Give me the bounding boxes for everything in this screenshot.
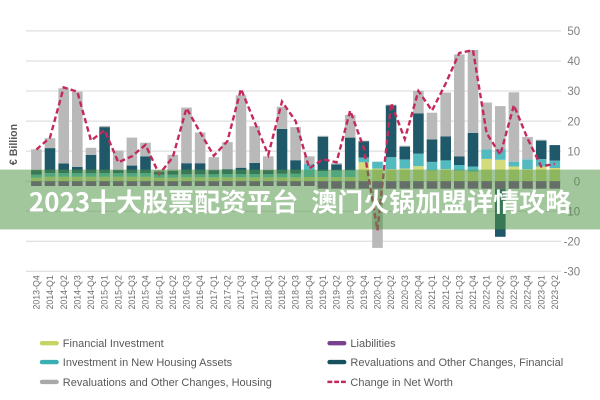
svg-text:2015-Q2: 2015-Q2 xyxy=(113,275,123,309)
svg-text:2016-Q3: 2016-Q3 xyxy=(182,275,192,309)
svg-text:2015-Q4: 2015-Q4 xyxy=(141,275,151,309)
svg-text:2019-Q3: 2019-Q3 xyxy=(345,275,355,309)
svg-text:2020-Q2: 2020-Q2 xyxy=(386,275,396,309)
svg-text:2022-Q2: 2022-Q2 xyxy=(495,275,505,309)
svg-text:2017-Q2: 2017-Q2 xyxy=(223,275,233,309)
svg-text:2022-Q3: 2022-Q3 xyxy=(509,275,519,309)
svg-text:2015-Q3: 2015-Q3 xyxy=(127,275,137,309)
svg-text:2020-Q1: 2020-Q1 xyxy=(373,275,383,309)
svg-text:2014-Q4: 2014-Q4 xyxy=(86,275,96,309)
svg-text:2014-Q2: 2014-Q2 xyxy=(59,275,69,309)
svg-text:2019-Q2: 2019-Q2 xyxy=(332,275,342,309)
svg-text:2020-Q4: 2020-Q4 xyxy=(414,275,424,309)
svg-text:2014-Q3: 2014-Q3 xyxy=(72,275,82,309)
svg-text:2016-Q2: 2016-Q2 xyxy=(168,275,178,309)
svg-text:20: 20 xyxy=(567,116,580,128)
svg-text:2022-Q4: 2022-Q4 xyxy=(523,275,533,309)
svg-text:2023-Q1: 2023-Q1 xyxy=(536,275,546,309)
svg-text:2020-Q3: 2020-Q3 xyxy=(400,275,410,309)
svg-text:-20: -20 xyxy=(564,237,581,249)
svg-text:10: 10 xyxy=(567,146,580,158)
svg-text:2019-Q1: 2019-Q1 xyxy=(318,275,328,309)
svg-text:Change in Net Worth: Change in Net Worth xyxy=(350,377,453,389)
svg-text:2018-Q1: 2018-Q1 xyxy=(263,275,273,309)
svg-text:2022-Q1: 2022-Q1 xyxy=(482,275,492,309)
svg-text:2018-Q2: 2018-Q2 xyxy=(277,275,287,309)
svg-text:Investment in New Housing Asse: Investment in New Housing Assets xyxy=(63,357,233,369)
svg-text:2018-Q3: 2018-Q3 xyxy=(291,275,301,309)
svg-text:40: 40 xyxy=(567,56,580,68)
svg-text:2016-Q1: 2016-Q1 xyxy=(154,275,164,309)
svg-text:2014-Q1: 2014-Q1 xyxy=(45,275,55,309)
svg-text:-30: -30 xyxy=(564,267,581,279)
svg-text:Revaluations and Other Changes: Revaluations and Other Changes, Housing xyxy=(63,377,272,389)
svg-text:2023-Q2: 2023-Q2 xyxy=(550,275,560,309)
svg-text:50: 50 xyxy=(567,26,580,38)
svg-text:Liabilities: Liabilities xyxy=(350,338,396,350)
svg-text:2018-Q4: 2018-Q4 xyxy=(304,275,314,309)
svg-text:2017-Q4: 2017-Q4 xyxy=(250,275,260,309)
svg-text:2021-Q2: 2021-Q2 xyxy=(441,275,451,309)
svg-text:2019-Q4: 2019-Q4 xyxy=(359,275,369,309)
svg-text:2017-Q3: 2017-Q3 xyxy=(236,275,246,309)
svg-text:€ Billion: € Billion xyxy=(8,124,20,165)
svg-text:Financial Investment: Financial Investment xyxy=(63,338,164,350)
svg-text:2021-Q3: 2021-Q3 xyxy=(454,275,464,309)
svg-text:2013-Q4: 2013-Q4 xyxy=(32,275,42,309)
svg-text:30: 30 xyxy=(567,86,580,98)
svg-text:2021-Q1: 2021-Q1 xyxy=(427,275,437,309)
svg-text:2017-Q1: 2017-Q1 xyxy=(209,275,219,309)
svg-text:Revaluations and Other Changes: Revaluations and Other Changes, Financia… xyxy=(350,357,563,369)
svg-text:2021-Q4: 2021-Q4 xyxy=(468,275,478,309)
svg-text:2015-Q1: 2015-Q1 xyxy=(100,275,110,309)
svg-text:2016-Q4: 2016-Q4 xyxy=(195,275,205,309)
